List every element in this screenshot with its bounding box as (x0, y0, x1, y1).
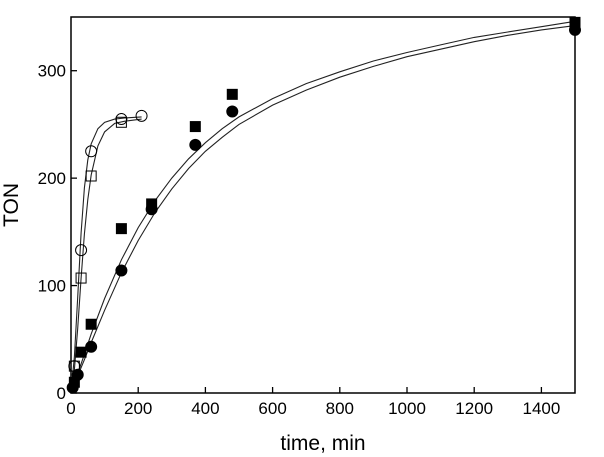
data-point (71, 368, 84, 381)
data-point (135, 109, 148, 122)
axis-ticks: 0 200 400 600 800 1000 1200 1400 0 100 200 300 (38, 62, 561, 418)
y-tick-label: 200 (38, 169, 66, 188)
data-point (569, 23, 581, 36)
y-axis-label: TON (0, 183, 23, 227)
data-point (226, 88, 238, 100)
x-tick-label: 200 (124, 399, 152, 418)
data-point (189, 121, 201, 133)
fit-curve (70, 20, 576, 394)
data-point (115, 264, 128, 277)
data-point (75, 272, 87, 284)
x-tick-label: 1400 (522, 399, 560, 418)
data-point (85, 145, 98, 158)
plot-frame (70, 16, 576, 394)
y-tick-label: 300 (38, 62, 66, 81)
data-point (75, 244, 88, 257)
data-point (145, 203, 158, 216)
x-tick-label: 1000 (388, 399, 426, 418)
data-point (115, 223, 127, 235)
data-points (66, 16, 581, 394)
data-point (66, 381, 79, 394)
data-point (115, 116, 127, 128)
x-tick-label: 0 (66, 399, 75, 418)
y-tick-label: 100 (38, 277, 66, 296)
x-tick-label: 800 (326, 399, 354, 418)
x-tick-label: 400 (191, 399, 219, 418)
data-point (189, 138, 202, 151)
data-point (85, 170, 97, 182)
data-point (85, 340, 98, 353)
data-point (75, 346, 87, 358)
x-axis-label: time, min (280, 432, 365, 455)
y-tick-label: 0 (57, 384, 66, 403)
data-point (226, 105, 239, 118)
data-point (85, 318, 97, 330)
x-tick-label: 1200 (455, 399, 493, 418)
x-tick-label: 600 (258, 399, 286, 418)
